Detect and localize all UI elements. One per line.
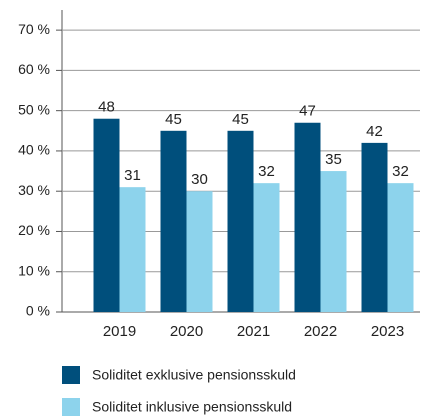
y-tick-label: 20 % (18, 222, 50, 238)
bar (119, 187, 146, 312)
y-tick-label: 10 % (18, 262, 50, 278)
x-tick-label: 2021 (237, 323, 270, 340)
y-tick-label: 30 % (18, 182, 50, 198)
data-label: 42 (366, 123, 383, 140)
y-tick-label: 60 % (18, 61, 50, 77)
bar (93, 118, 120, 312)
x-tick-label: 2023 (371, 323, 404, 340)
data-label: 45 (165, 111, 182, 128)
data-label: 45 (232, 111, 249, 128)
data-label: 47 (299, 103, 316, 120)
data-label: 31 (124, 167, 141, 184)
legend-label: Soliditet exklusive pensionsskuld (92, 367, 296, 383)
bar (387, 183, 414, 312)
legend-swatch (62, 398, 80, 416)
data-label: 48 (98, 99, 115, 116)
legend-label: Soliditet inklusive pensionsskuld (92, 399, 292, 415)
legend-swatch (62, 366, 80, 384)
y-tick-label: 0 % (26, 303, 50, 319)
bar (361, 142, 388, 312)
x-tick-label: 2020 (170, 323, 203, 340)
y-tick-label: 70 % (18, 21, 50, 37)
bar (227, 130, 254, 312)
data-label: 35 (325, 151, 342, 168)
data-label: 30 (191, 171, 208, 188)
y-tick-label: 50 % (18, 101, 50, 117)
bar (294, 122, 321, 312)
bar (160, 130, 187, 312)
bar (320, 171, 347, 312)
data-label: 32 (392, 163, 409, 180)
y-tick-label: 40 % (18, 142, 50, 158)
x-tick-label: 2022 (304, 323, 337, 340)
data-label: 32 (258, 163, 275, 180)
bar (253, 183, 280, 312)
bar (186, 191, 213, 312)
x-tick-label: 2019 (103, 323, 136, 340)
